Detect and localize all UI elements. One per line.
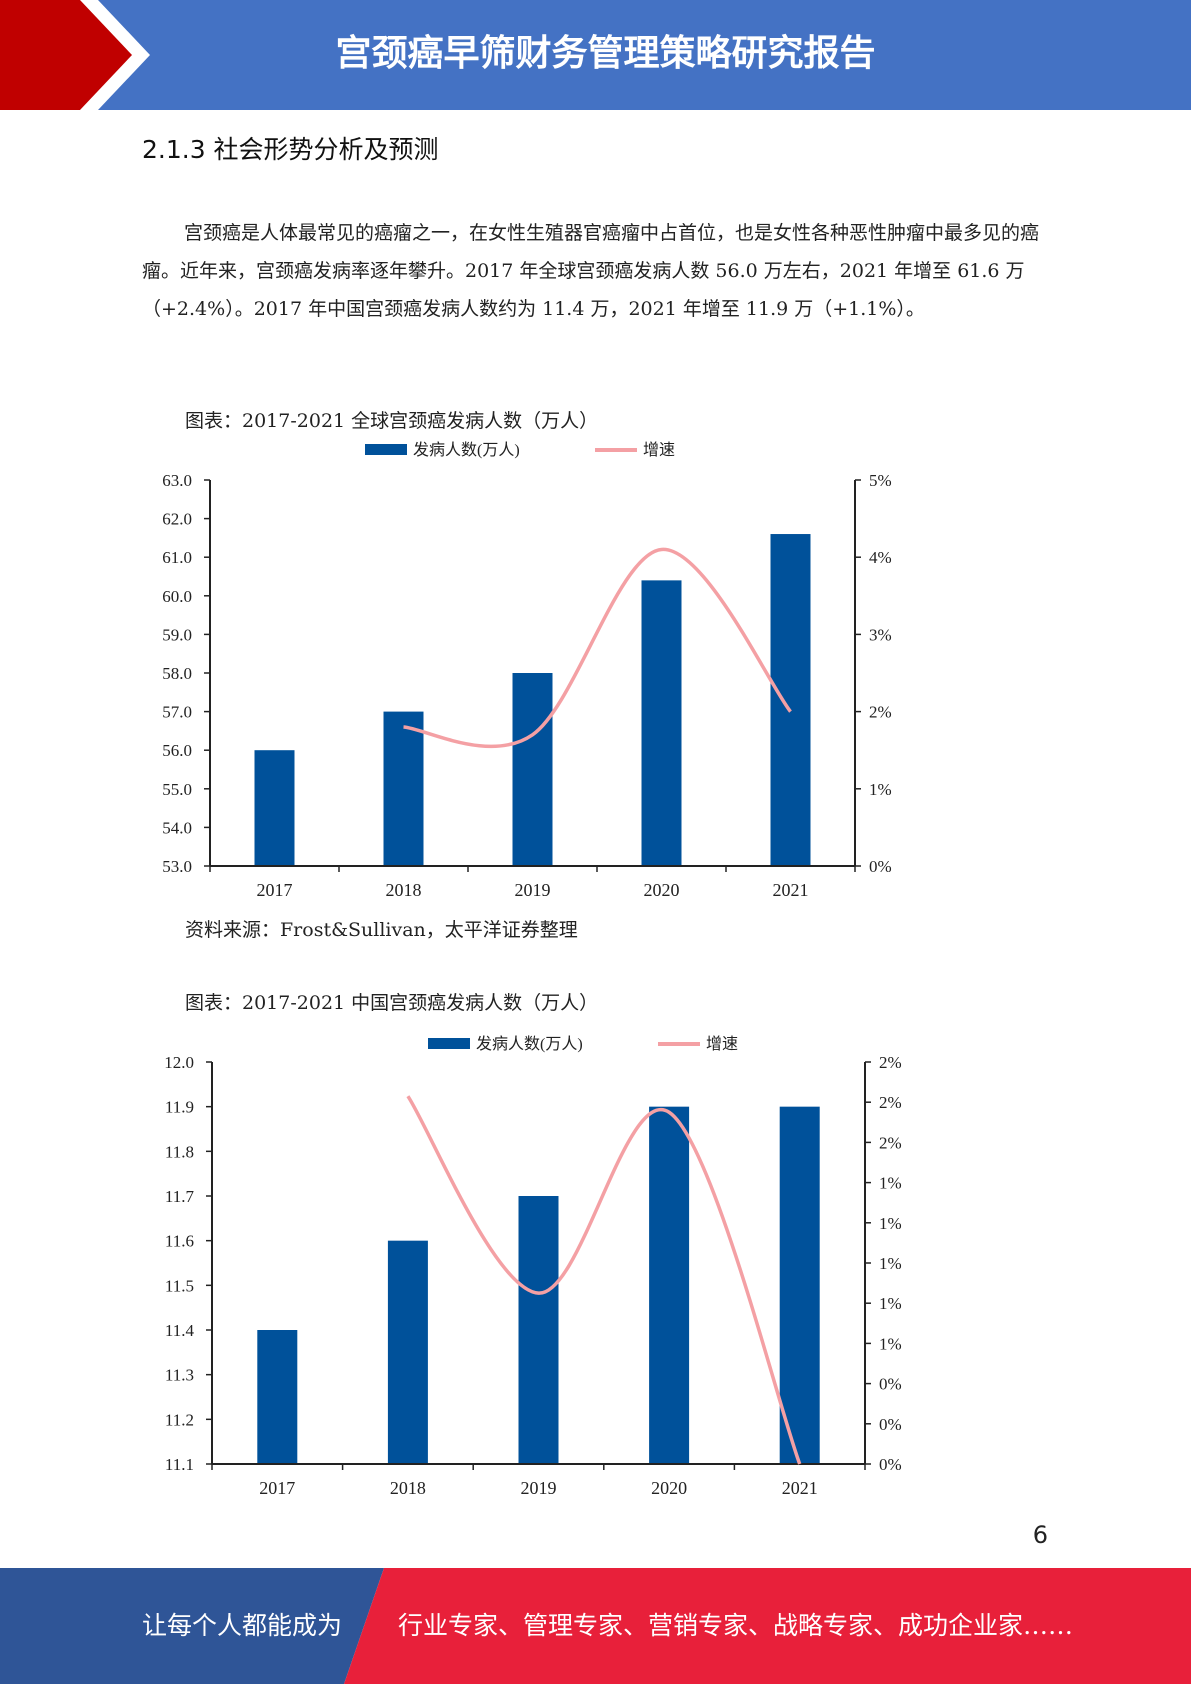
x-tick-label-2019: 2019 <box>521 1478 557 1498</box>
body-paragraph: 宫颈癌是人体最常见的癌瘤之一，在女性生殖器官癌瘤中占首位，也是女性各种恶性肿瘤中… <box>142 214 1052 328</box>
y-tick-label: 58.0 <box>162 664 192 683</box>
y2-tick-label: 1% <box>879 1174 902 1193</box>
x-tick-label-2020: 2020 <box>651 1478 687 1498</box>
y-tick-label: 11.7 <box>165 1187 195 1206</box>
header-decoration <box>0 0 150 110</box>
y2-tick-label: 2% <box>879 1053 902 1072</box>
section-title: 2.1.3 社会形势分析及预测 <box>142 135 439 164</box>
y-tick-label: 11.4 <box>165 1321 195 1340</box>
growth-line <box>403 547 792 749</box>
footer-slogan-left: 让每个人都能成为 <box>142 1611 343 1640</box>
global-incidence-chart: 发病人数(万人) 增速 53.0 54.0 55.0 56.0 57.0 58.0 59.0 60… <box>162 441 892 900</box>
legend-bar-swatch <box>365 444 407 455</box>
y2-tick-label: 4% <box>869 548 892 567</box>
bar-2017 <box>254 750 295 866</box>
y2-tick-label: 2% <box>879 1093 902 1112</box>
figure1-caption: 图表：2017-2021 全球宫颈癌发病人数（万人） <box>185 410 599 432</box>
y-tick-label: 56.0 <box>162 741 192 760</box>
x-tick-label-2021: 2021 <box>773 880 809 900</box>
y2-tick-label: 1% <box>879 1294 902 1313</box>
x-tick-label-2021: 2021 <box>782 1478 818 1498</box>
page-number: 6 <box>1032 1521 1048 1549</box>
footer-slogan-right: 行业专家、管理专家、营销专家、战略专家、成功企业家…… <box>398 1611 1074 1640</box>
y-tick-label: 55.0 <box>162 780 192 799</box>
y2-tick-label: 2% <box>879 1133 902 1152</box>
x-tick-label-2020: 2020 <box>644 880 680 900</box>
y-tick-label: 11.2 <box>165 1410 194 1429</box>
growth-line <box>406 1095 802 1465</box>
legend-line-label: 增速 <box>706 1035 738 1053</box>
y-tick-label: 62.0 <box>162 510 192 529</box>
y2-tick-label: 1% <box>879 1214 902 1233</box>
y-tick-label: 11.1 <box>165 1455 194 1474</box>
bar-2020 <box>641 580 682 866</box>
y-tick-label: 61.0 <box>162 548 192 567</box>
legend-bar-label: 发病人数(万人) <box>413 441 520 459</box>
y2-tick-label: 5% <box>869 471 892 490</box>
y2-tick-label: 0% <box>879 1455 902 1474</box>
y-tick-label: 12.0 <box>164 1053 194 1072</box>
y2-tick-label: 1% <box>879 1254 902 1273</box>
y-tick-label: 11.3 <box>165 1366 194 1385</box>
bar-2018 <box>383 711 424 866</box>
paragraph-text: 宫颈癌是人体最常见的癌瘤之一，在女性生殖器官癌瘤中占首位，也是女性各种恶性肿瘤中… <box>142 222 1040 320</box>
y-tick-label: 11.6 <box>165 1232 194 1251</box>
footer-background <box>0 1568 1191 1684</box>
header-title: 宫颈癌早筛财务管理策略研究报告 <box>335 33 876 74</box>
x-tick-label-2017: 2017 <box>259 1478 295 1498</box>
legend-bar-label: 发病人数(万人) <box>476 1035 583 1053</box>
x-tick-label-2018: 2018 <box>386 880 422 900</box>
y-tick-label: 60.0 <box>162 587 192 606</box>
y2-tick-label: 0% <box>879 1375 902 1394</box>
y-tick-label: 11.5 <box>165 1276 194 1295</box>
page-footer: 让每个人都能成为 行业专家、管理专家、营销专家、战略专家、成功企业家…… <box>0 1568 1191 1684</box>
y2-tick-label: 2% <box>869 703 892 722</box>
x-tick-label-2018: 2018 <box>390 1478 426 1498</box>
bar-2017 <box>257 1330 298 1464</box>
bar-2018 <box>387 1240 428 1464</box>
bar-2021 <box>779 1106 820 1464</box>
y-tick-label: 11.9 <box>165 1098 194 1117</box>
y-tick-label: 53.0 <box>162 857 192 876</box>
legend-bar-swatch <box>428 1038 470 1049</box>
x-tick-label-2019: 2019 <box>515 880 551 900</box>
page-header: 宫颈癌早筛财务管理策略研究报告 <box>0 0 1191 110</box>
bar-2019 <box>518 1196 559 1464</box>
bar-2020 <box>649 1106 690 1464</box>
y-tick-label: 54.0 <box>162 818 192 837</box>
y-tick-label: 59.0 <box>162 625 192 644</box>
figure2-caption: 图表：2017-2021 中国宫颈癌发病人数（万人） <box>185 992 599 1014</box>
legend-line-label: 增速 <box>643 441 675 459</box>
y-tick-label: 63.0 <box>162 471 192 490</box>
y2-tick-label: 0% <box>869 857 892 876</box>
y2-tick-label: 0% <box>879 1415 902 1434</box>
y2-tick-label: 3% <box>869 625 892 644</box>
x-tick-label-2017: 2017 <box>257 880 293 900</box>
figure1-source: 资料来源：Frost&Sullivan，太平洋证券整理 <box>185 919 578 941</box>
bar-2021 <box>770 534 811 866</box>
y2-tick-label: 1% <box>869 780 892 799</box>
y-tick-label: 57.0 <box>162 703 192 722</box>
bar-2019 <box>512 673 553 866</box>
y2-tick-label: 1% <box>879 1334 902 1353</box>
china-incidence-chart: 发病人数(万人) 增速 11.1 11.2 11.3 11.4 11.5 11.6 11.7 11… <box>164 1035 902 1498</box>
y-tick-label: 11.8 <box>165 1142 194 1161</box>
